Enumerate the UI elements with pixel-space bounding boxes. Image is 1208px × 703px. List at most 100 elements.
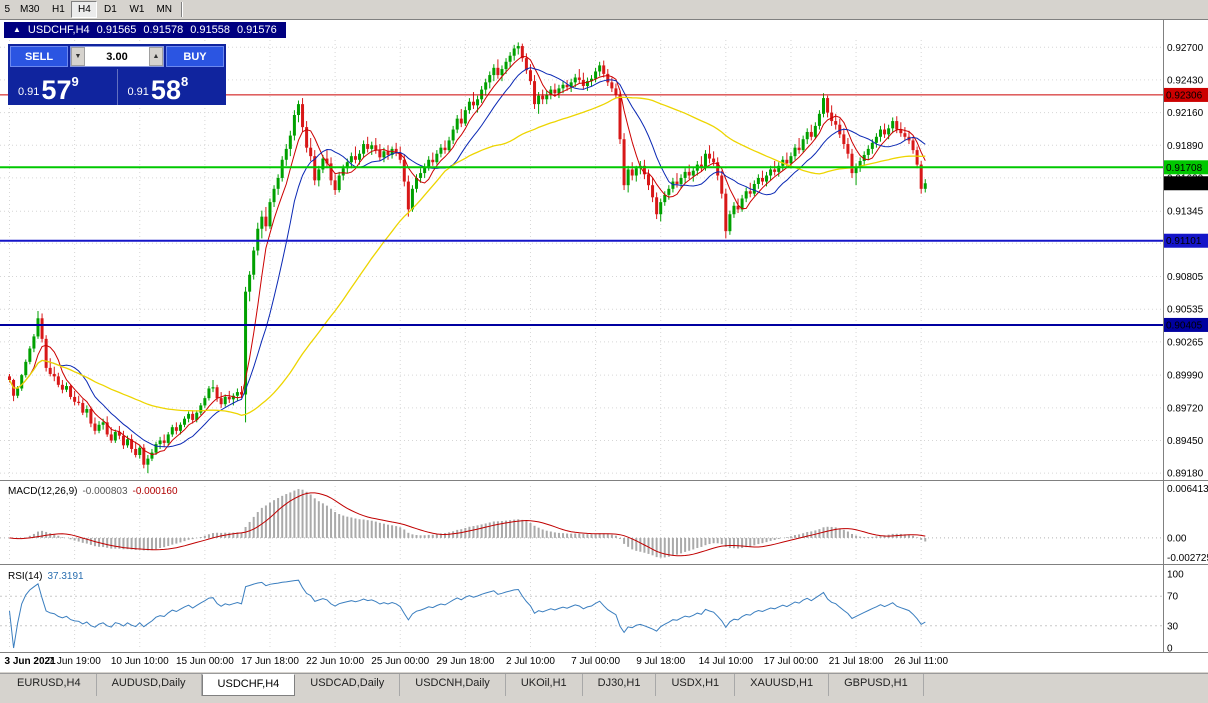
timeframe-button-h4[interactable]: H4 (71, 1, 98, 18)
candle-body (642, 165, 646, 175)
candle-body (484, 82, 488, 90)
candle-body (846, 144, 850, 154)
volume-input[interactable] (85, 47, 149, 66)
volume-increase-button[interactable]: ▲ (149, 47, 163, 66)
time-axis-label: 21 Jul 18:00 (829, 656, 884, 667)
candle-body (793, 147, 797, 157)
quote-open: 0.91565 (96, 24, 137, 36)
candle-body (594, 71, 598, 79)
candle-body (691, 170, 695, 176)
timeframe-button-mn[interactable]: MN (150, 1, 179, 18)
timeframe-button-m30[interactable]: M30 (14, 1, 46, 18)
candle-body (362, 144, 366, 154)
candle-body (748, 191, 752, 194)
candle-body (268, 202, 272, 227)
candle-body (602, 65, 606, 74)
macd-axis-label: -0.002725 (1167, 553, 1208, 564)
candle-body (923, 183, 927, 189)
candle-body (496, 67, 500, 76)
candle-body (565, 84, 569, 88)
candle-body (370, 145, 374, 149)
candle-body (524, 58, 528, 71)
price-axis-label: 0.92430 (1167, 75, 1204, 86)
timeframe-button-d1[interactable]: D1 (97, 1, 124, 18)
timeframe-button-m5[interactable]: 5 (0, 1, 14, 18)
chart-tab-usdcad-daily[interactable]: USDCAD,Daily (295, 674, 401, 696)
candle-body (769, 169, 773, 176)
candle-body (732, 205, 736, 215)
time-axis-label: 26 Jul 11:00 (894, 656, 948, 667)
candle-body (899, 129, 903, 134)
buy-button[interactable]: BUY (166, 46, 224, 67)
chart-tab-eurusd-h4[interactable]: EURUSD,H4 (2, 674, 97, 696)
candle-body (903, 133, 907, 137)
sell-button[interactable]: SELL (10, 46, 68, 67)
candle-body (533, 81, 537, 105)
candle-body (60, 384, 64, 390)
candle-body (203, 398, 207, 406)
chart-tab-audusd-daily[interactable]: AUDUSD,Daily (97, 674, 202, 696)
candle-body (492, 67, 496, 76)
chart-tab-gbpusd-h1[interactable]: GBPUSD,H1 (829, 674, 924, 696)
candle-body (553, 89, 557, 94)
ask-price-button[interactable]: 0.91 58 8 (116, 69, 227, 105)
candle-body (431, 159, 435, 163)
candle-body (191, 413, 195, 420)
current-price-tag (1164, 176, 1208, 191)
candle-body (541, 95, 545, 100)
candle-body (24, 361, 28, 376)
chart-tab-usdchf-h4[interactable]: USDCHF,H4 (201, 674, 296, 696)
candle-body (561, 84, 565, 89)
time-axis-label: 17 Jun 18:00 (241, 656, 299, 667)
bid-price-button[interactable]: 0.91 57 9 (8, 69, 117, 105)
candle-body (174, 427, 178, 431)
candle-body (146, 458, 150, 465)
candle-body (284, 148, 288, 160)
candle-body (248, 274, 252, 292)
chart-tab-xauusd-h1[interactable]: XAUUSD,H1 (735, 674, 830, 696)
chart-tab-usdcnh-daily[interactable]: USDCNH,Daily (400, 674, 506, 696)
candle-body (789, 156, 793, 164)
candle-body (606, 73, 610, 83)
timeframe-button-h1[interactable]: H1 (45, 1, 72, 18)
candle-body (919, 164, 923, 189)
chart-tab-dj30-h1[interactable]: DJ30,H1 (583, 674, 657, 696)
chart-tab-ukoil-h1[interactable]: UKOil,H1 (506, 674, 583, 696)
candle-body (577, 77, 581, 80)
candle-body (459, 118, 463, 124)
candle-body (842, 134, 846, 145)
candle-body (626, 169, 630, 186)
candle-body (358, 153, 362, 160)
candle-body (765, 175, 769, 182)
quote-high: 0.91578 (143, 24, 184, 36)
trade-controls-row: SELL ▼ ▲ BUY (8, 44, 226, 69)
candle-body (439, 147, 443, 154)
candle-body (463, 110, 467, 124)
candle-body (113, 432, 117, 441)
candle-body (590, 78, 594, 82)
volume-decrease-button[interactable]: ▼ (71, 47, 85, 66)
rsi-line (9, 579, 926, 649)
candle-body (720, 175, 724, 194)
candle-body (651, 185, 655, 198)
candle-body (256, 228, 260, 251)
ask-price-prefix: 0.91 (127, 86, 149, 98)
chart-tabs-bar: EURUSD,H4 AUDUSD,Daily USDCHF,H4 USDCAD,… (0, 673, 1208, 699)
macd-value-signal: -0.000160 (132, 486, 178, 497)
level-price-tag (1164, 233, 1208, 248)
timeframe-button-w1[interactable]: W1 (123, 1, 151, 18)
candle-body (32, 336, 36, 349)
candle-body (305, 127, 309, 148)
candle-body (716, 162, 720, 176)
candle-body (244, 291, 248, 395)
candle-body (443, 147, 447, 151)
candle-body (40, 318, 44, 339)
candle-body (353, 156, 357, 160)
candle-body (117, 432, 121, 436)
chart-tab-usdx-h1[interactable]: USDX,H1 (656, 674, 736, 696)
chart-canvas[interactable]: 0.927000.924300.921600.918900.916200.913… (0, 20, 1208, 672)
price-axis-label: 0.90535 (1167, 305, 1204, 316)
candle-body (85, 409, 89, 413)
candle-body (826, 98, 830, 113)
candle-body (655, 197, 659, 215)
